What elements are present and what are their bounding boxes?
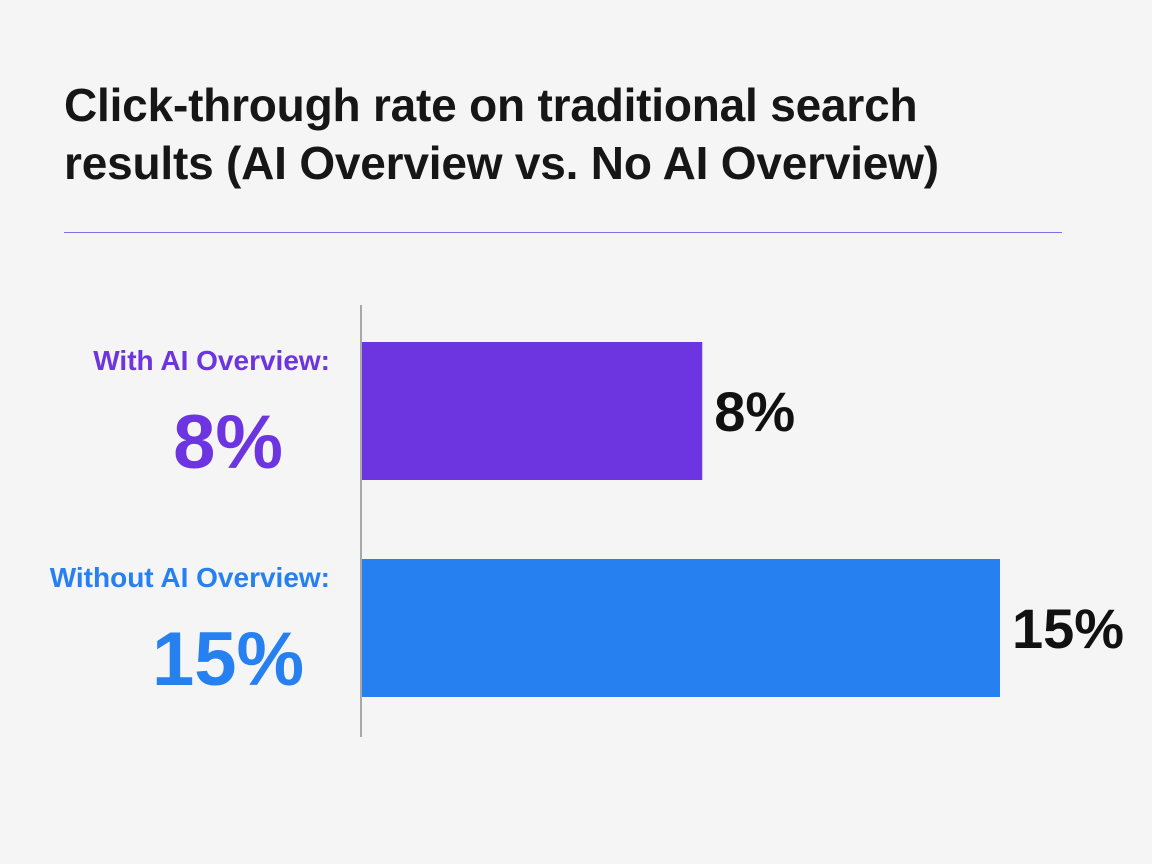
category-value-with-ai-overview: 8% (173, 400, 283, 485)
bar-without-ai-overview (362, 559, 1000, 697)
chart-title-line-2: results (AI Overview vs. No AI Overview) (64, 137, 939, 189)
bar-value-label-with-ai-overview: 8% (714, 380, 795, 443)
category-label-without-ai-overview: Without AI Overview: (50, 562, 330, 593)
bar-marks: 8% With AI Overview: 8% 15% Without AI Overv… (50, 342, 1124, 702)
chart-title-line-1: Click-through rate on traditional search (64, 79, 918, 131)
bar-with-ai-overview (362, 342, 703, 480)
category-value-without-ai-overview: 15% (152, 617, 304, 702)
bar-value-label-without-ai-overview: 15% (1012, 597, 1124, 660)
category-label-with-ai-overview: With AI Overview: (93, 345, 330, 376)
chart-title: Click-through rate on traditional search… (64, 76, 1104, 192)
title-divider (64, 232, 1062, 233)
